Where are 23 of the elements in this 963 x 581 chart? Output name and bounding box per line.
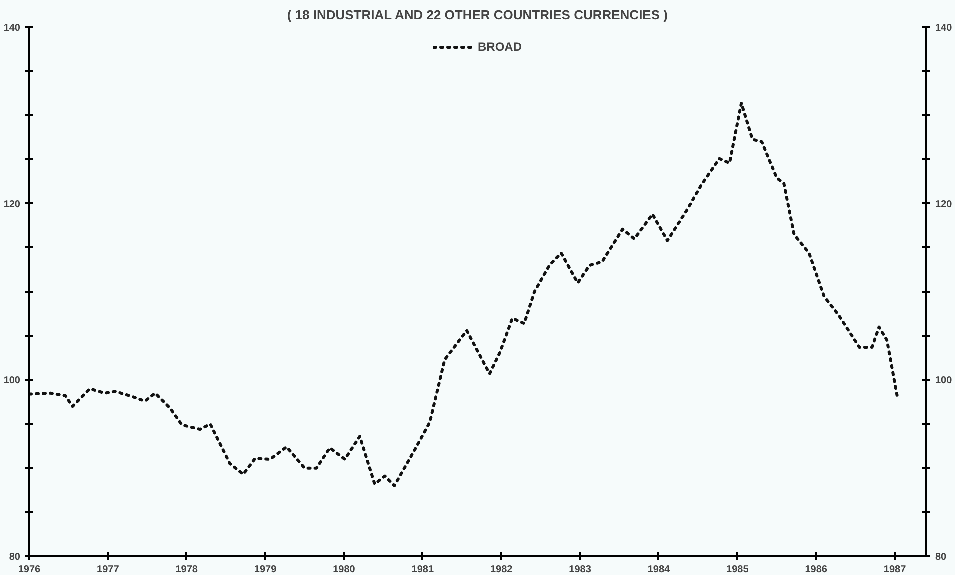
y-tick-label: 80 [9,552,21,563]
x-tick-label: 1986 [805,564,828,576]
x-tick-label: 1979 [254,564,278,576]
x-tick-label: 1983 [569,564,592,576]
x-tick-label: 1985 [726,564,750,576]
x-tick-label: 1978 [176,564,198,576]
chart-title: ( 18 INDUSTRIAL AND 22 OTHER COUNTRIES CURRENCIES ) [287,8,668,22]
x-tick-label: 1980 [333,564,356,576]
y-tick-label: 140 [4,23,21,34]
y-tick-label: 100 [4,376,21,387]
x-tick-label: 1976 [18,564,42,576]
x-tick-label: 1977 [97,564,120,576]
x-tick-label: 1984 [648,564,671,576]
x-tick-label: 1982 [490,564,514,576]
y2-tick-label: 140 [936,23,953,34]
legend-label: BROAD [478,40,522,54]
y2-tick-label: 120 [936,199,953,210]
y-tick-label: 120 [4,199,21,210]
y2-tick-label: 100 [936,376,953,387]
line-series [30,102,899,488]
y2-tick-label: 80 [936,552,948,563]
x-tick-label: 1981 [412,564,434,576]
x-tick-label: 1987 [884,564,907,576]
